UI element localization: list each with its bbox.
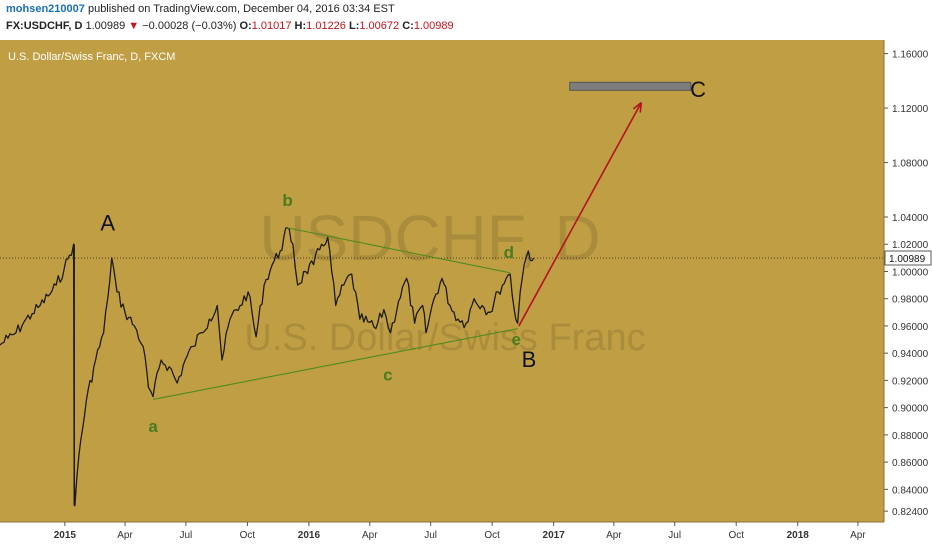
last-price: 1.00989 (85, 20, 126, 32)
x-tick-label-1: Apr (117, 530, 133, 541)
projection-arrow-head (632, 102, 643, 113)
watermark-symbol: USDCHF, D (259, 202, 600, 274)
quote-line: FX:USDCHF, D 1.00989 ▼ −0.00028 (−0.03%)… (6, 20, 454, 32)
symbol-label: FX:USDCHF, D (6, 20, 83, 32)
high-value: 1.01226 (306, 20, 346, 32)
y-tick-label-12: 1.08000 (892, 159, 929, 170)
down-arrow-icon: ▼ (128, 20, 140, 32)
open-label: O: (239, 20, 252, 32)
close-value: 1.00989 (413, 20, 454, 32)
x-tick-label-12: 2018 (787, 530, 810, 541)
y-tick-label-8: 0.98000 (892, 295, 929, 306)
publish-line: mohsen210007 published on TradingView.co… (6, 3, 395, 15)
wave-label-b: b (282, 191, 292, 210)
x-tick-label-11: Oct (728, 530, 744, 541)
plot-area (0, 40, 884, 522)
y-tick-label-4: 0.90000 (892, 404, 929, 415)
y-tick-label-6: 0.94000 (892, 349, 929, 360)
x-tick-label-13: Apr (850, 530, 866, 541)
low-value: 1.00672 (359, 20, 400, 32)
y-tick-label-1: 0.84000 (892, 485, 929, 496)
target-zone (569, 81, 692, 91)
y-tick-label-14: 1.16000 (892, 50, 929, 61)
x-tick-label-8: 2017 (543, 530, 566, 541)
trendline-1 (287, 227, 511, 274)
x-tick-label-7: Oct (484, 530, 500, 541)
x-tick-label-9: Apr (606, 530, 622, 541)
wave-label-c: c (383, 365, 392, 384)
wave-label-B: B (522, 347, 537, 372)
close-label: C: (402, 20, 414, 32)
wave-label-A: A (100, 211, 115, 236)
y-tick-label-10: 1.02000 (892, 240, 929, 251)
price-line (0, 227, 535, 507)
wave-label-a: a (148, 417, 158, 436)
last-price-tag (884, 250, 932, 266)
price-chart[interactable]: USDCHF, D U.S. Dollar/Swiss Franc U.S. Dol… (0, 38, 932, 550)
y-tick-label-3: 0.88000 (892, 431, 929, 442)
price-change: −0.00028 (−0.03%) (142, 20, 237, 32)
y-tick-label-7: 0.96000 (892, 322, 929, 333)
y-tick-label-9: 1.00000 (892, 267, 929, 278)
x-tick-label-4: 2016 (298, 530, 321, 541)
y-tick-label-5: 0.92000 (892, 376, 929, 387)
x-tick-label-10: Jul (668, 530, 681, 541)
y-tick-label-2: 0.86000 (892, 458, 929, 469)
x-tick-label-6: Jul (424, 530, 437, 541)
projection-arrow-line (518, 102, 642, 327)
watermark-name: U.S. Dollar/Swiss Franc (244, 317, 645, 359)
wave-label-e: e (511, 330, 520, 349)
low-label: L: (348, 20, 360, 32)
author-link[interactable]: mohsen210007 (6, 3, 85, 15)
wave-label-C: C (690, 77, 706, 102)
y-tick-label-0: 0.82400 (892, 507, 929, 518)
trendline-0 (153, 328, 518, 400)
y-tick-label-13: 1.12000 (892, 104, 929, 115)
x-tick-label-2: Jul (179, 530, 192, 541)
x-tick-label-3: Oct (240, 530, 256, 541)
open-value: 1.01017 (251, 20, 292, 32)
last-price-label: 1.00989 (889, 254, 926, 265)
x-tick-label-5: Apr (362, 530, 378, 541)
x-tick-label-0: 2015 (54, 530, 77, 541)
y-tick-label-11: 1.04000 (892, 213, 929, 224)
wave-label-d: d (504, 243, 514, 262)
chart-title: U.S. Dollar/Swiss Franc, D, FXCM (8, 51, 175, 63)
high-label: H: (294, 20, 307, 32)
publish-info: published on TradingView.com, December 0… (87, 3, 395, 15)
